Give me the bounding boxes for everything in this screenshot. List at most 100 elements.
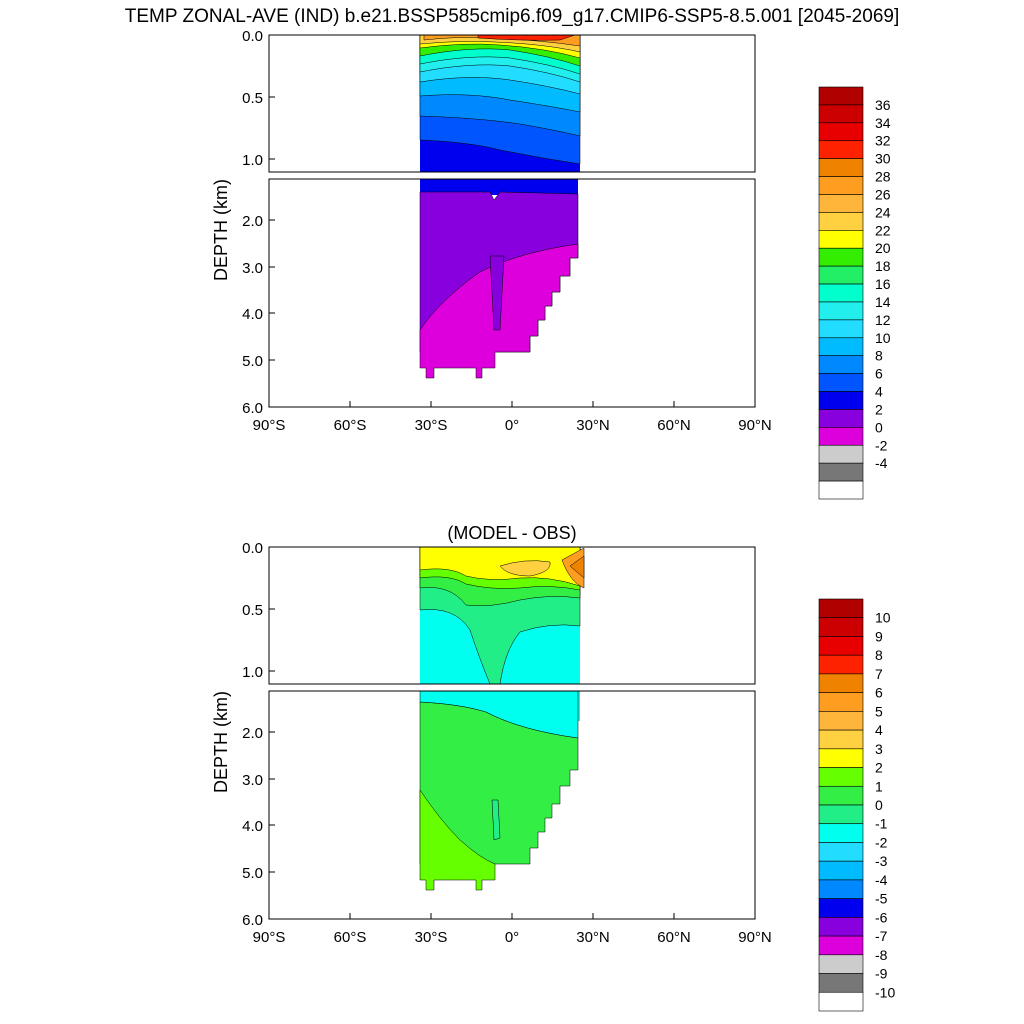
y-axis-label: DEPTH (km) [211,179,231,281]
temperature-field-upper [419,35,581,172]
colorbar-swatch [818,230,864,249]
colorbar-swatch [818,729,864,750]
y-tick-label: 2.0 [242,725,263,742]
colorbar-label: 26 [875,186,891,202]
colorbar-label: -3 [875,853,888,869]
colorbar-swatch [818,319,864,339]
y-tick-label: 3.0 [242,260,263,277]
y-tick-label: 5.0 [242,865,263,882]
colorbar-swatch [818,898,864,918]
colorbar-label: -8 [875,947,888,963]
colorbar-label: 10 [875,610,891,626]
y-tick-label: 0.0 [242,28,263,45]
colorbar-swatch [818,301,864,321]
y-tick-label: 0.0 [242,540,263,557]
colorbar-label: 4 [875,384,883,400]
upper-panel-frame [268,34,756,173]
colorbar-label: 36 [875,97,891,113]
x-tick-label: 0° [505,417,519,434]
colorbar-label: -4 [875,455,888,471]
x-tick-label: 60°N [657,417,691,434]
colorbar-swatch [818,860,864,881]
colorbar-swatch [818,212,864,231]
colorbar-swatch [818,462,864,482]
colorbar-swatch [818,692,864,712]
colorbar-label: 5 [875,703,883,719]
colorbar-label: 18 [875,258,891,274]
colorbar-swatch [818,391,864,410]
colorbar-swatch [818,104,864,124]
colorbar-label: 28 [875,169,891,185]
colorbar-swatch [818,991,864,1012]
band-30-plus [477,35,576,41]
colorbar-swatch [818,935,864,956]
x-ticks-top [268,401,756,407]
colorbar-swatch [818,140,864,159]
colorbar-swatch [818,86,864,106]
colorbar-swatch [818,636,864,656]
colorbar-swatch [818,879,864,899]
colorbar-label: 0 [875,419,883,435]
y-ticks-bottom [269,546,275,920]
colorbar-label: -1 [875,816,888,832]
colorbar-label: -4 [875,872,888,888]
chart-title: TEMP ZONAL-AVE (IND) b.e21.BSSP585cmip6.… [124,6,900,27]
x-tick-label: 30°S [415,417,448,434]
colorbar-label: 22 [875,222,891,238]
x-tick-label: 90°S [253,929,286,946]
colorbar-swatch [818,711,864,731]
y-tick-label: 5.0 [242,353,263,370]
y-tick-label: 6.0 [242,400,263,417]
colorbar-label: 34 [875,115,891,131]
x-tick-label: 60°S [334,929,367,946]
y-tick-label: 4.0 [242,818,263,835]
colorbar-swatch [818,265,864,285]
colorbar-label: 8 [875,348,883,364]
colorbar-label: 4 [875,722,883,738]
x-tick-label: 60°N [657,929,691,946]
colorbar-label: -7 [875,928,888,944]
colorbar-swatch [818,247,864,267]
narrow-anomaly [491,799,501,841]
colorbar-swatch [818,337,864,356]
x-tick-label: 30°S [415,929,448,946]
colorbar-swatch [818,954,864,974]
colorbar-swatch [818,427,864,446]
colorbar-label: 32 [875,133,891,149]
colorbar-swatch [818,823,864,843]
colorbar-label: 10 [875,330,891,346]
colorbar-swatch [818,158,864,177]
colorbar-label: -6 [875,909,888,925]
y-tick-label: 1.0 [242,664,263,681]
x-ticks-bottom [268,913,756,919]
y-axis-label: DEPTH (km) [211,691,231,793]
y-ticks-top [269,34,275,408]
y-tick-label: 0.5 [242,602,263,619]
band-3-4 [499,560,551,577]
colorbar-swatch [818,176,864,195]
x-tick-label: 90°N [738,417,772,434]
colorbar-label: 8 [875,647,883,663]
temperature-field-lower [419,179,579,379]
colorbar-label: 30 [875,151,891,167]
colorbar-label: 24 [875,204,891,220]
colorbar-label: 3 [875,741,883,757]
y-tick-label: 4.0 [242,306,263,323]
purple-tongue [489,255,505,331]
colorbar-label: 14 [875,294,891,310]
x-tick-label: 60°S [334,417,367,434]
colorbar-label: 12 [875,312,891,328]
colorbar-label: 6 [875,366,883,382]
difference-field-upper [419,547,585,684]
x-tick-label: 90°N [738,929,772,946]
y-tick-label: 6.0 [242,912,263,929]
colorbar-label: -5 [875,891,888,907]
colorbar-swatch [818,373,864,392]
colorbar-label: 1 [875,778,883,794]
band-minus1-0-deep [419,691,579,739]
y-tick-label: 1.0 [242,152,263,169]
difference-field-lower [419,691,580,891]
